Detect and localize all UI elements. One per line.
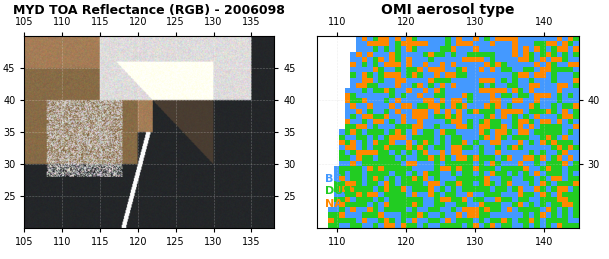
Text: BC: BC — [325, 174, 342, 184]
Text: NA: NA — [325, 199, 343, 209]
Title: OMI aerosol type: OMI aerosol type — [381, 3, 515, 17]
Title: MYD TOA Reflectance (RGB) - 2006098: MYD TOA Reflectance (RGB) - 2006098 — [13, 4, 285, 17]
Text: DUST: DUST — [325, 186, 359, 196]
